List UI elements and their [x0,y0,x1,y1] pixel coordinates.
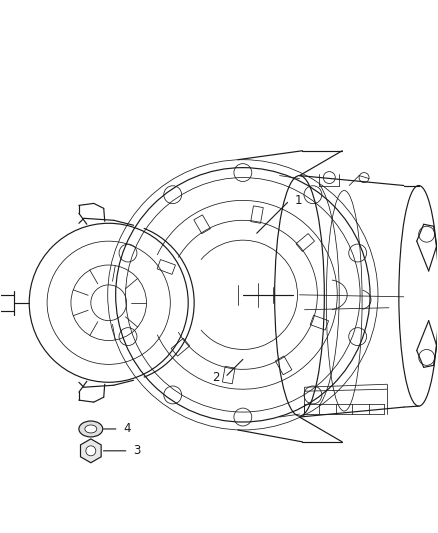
Circle shape [86,446,96,456]
Ellipse shape [85,425,97,433]
Text: 2: 2 [212,371,220,384]
Text: 3: 3 [134,445,141,457]
Text: 4: 4 [124,423,131,435]
Text: 1: 1 [294,194,302,207]
Ellipse shape [79,421,103,437]
Polygon shape [81,439,101,463]
